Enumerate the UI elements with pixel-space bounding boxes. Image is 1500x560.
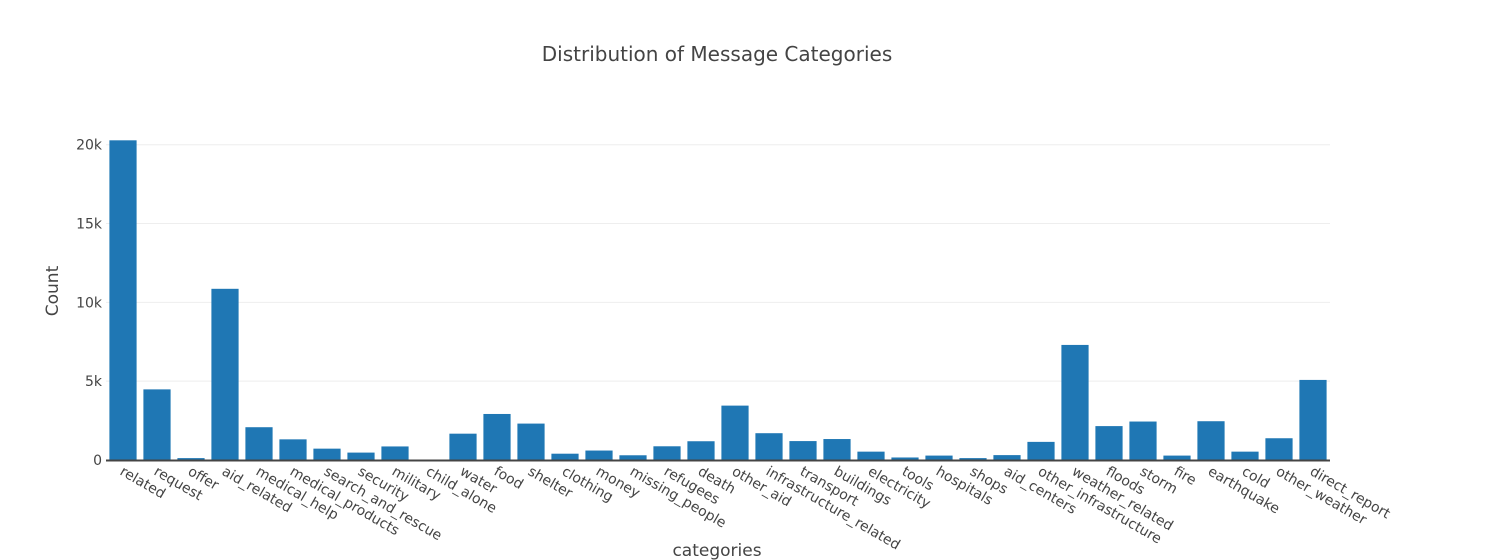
bar-military[interactable] [381,446,409,460]
y-tick-label: 20k [76,138,103,154]
bar-shelter[interactable] [517,423,545,460]
bar-medical-help[interactable] [245,427,273,460]
bar-related[interactable] [109,140,137,460]
bar-storm[interactable] [1129,421,1157,460]
bar-earthquake[interactable] [1197,421,1225,460]
bar-direct-report[interactable] [1299,379,1327,460]
bar-water[interactable] [449,433,477,460]
x-tick-label: storm [1137,464,1180,498]
bar-request[interactable] [143,389,171,460]
bar-food[interactable] [483,413,511,460]
y-tick-label: 5k [85,374,103,390]
bars-layer [109,140,1327,460]
y-tick-label: 15k [76,217,103,233]
y-axis-title: Count [43,265,63,316]
chart-title: Distribution of Message Categories [542,42,893,66]
bar-buildings[interactable] [823,439,851,460]
bar-infrastructure-related[interactable] [755,433,783,460]
bar-aid-related[interactable] [211,288,239,460]
bar-transport[interactable] [789,441,817,460]
y-tick-label: 10k [76,295,103,311]
bar-weather-related[interactable] [1061,344,1089,460]
bar-offer[interactable] [177,458,205,460]
bar-aid-centers[interactable] [993,455,1021,460]
bar-tools[interactable] [891,457,919,460]
bar-death[interactable] [687,441,715,460]
bar-refugees[interactable] [653,446,681,460]
bar-money[interactable] [585,450,613,460]
y-tick-label: 0 [93,453,102,469]
bar-missing-people[interactable] [619,455,647,460]
bar-fire[interactable] [1163,455,1191,460]
bar-other-weather[interactable] [1265,438,1293,460]
grid-layer [106,144,1330,382]
bar-electricity[interactable] [857,451,885,460]
bar-clothing[interactable] [551,453,579,460]
bar-hospitals[interactable] [925,455,953,460]
y-axis-ticks: 0 5k 10k 15k 20k [76,138,103,469]
bar-other-aid[interactable] [721,405,749,460]
bar-medical-products[interactable] [279,439,307,460]
bar-security[interactable] [347,452,375,460]
bar-floods[interactable] [1095,426,1123,460]
bar-other-infrastructure[interactable] [1027,441,1055,460]
x-axis-title: categories [672,541,761,560]
bar-search-and-rescue[interactable] [313,448,341,460]
bar-cold[interactable] [1231,451,1259,460]
bar-shops[interactable] [959,458,987,460]
